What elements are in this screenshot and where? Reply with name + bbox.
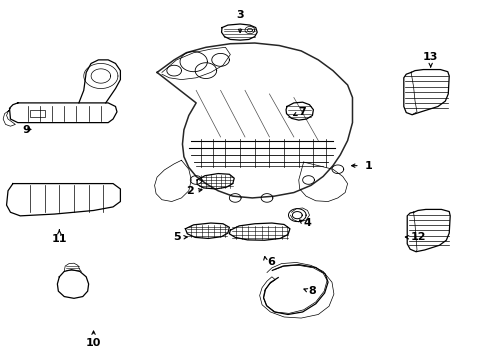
Text: 11: 11 [51,234,67,244]
Text: 12: 12 [411,232,427,242]
Text: 9: 9 [23,125,30,135]
Text: 10: 10 [86,338,101,348]
Bar [30,110,45,117]
Text: 1: 1 [365,161,372,171]
Text: 6: 6 [267,257,275,267]
Text: 8: 8 [309,286,316,296]
Text: 13: 13 [423,51,439,62]
Text: 2: 2 [186,186,194,196]
Text: 3: 3 [236,10,244,21]
Text: 4: 4 [304,218,312,228]
Text: 7: 7 [299,107,307,117]
Text: 5: 5 [173,232,180,242]
